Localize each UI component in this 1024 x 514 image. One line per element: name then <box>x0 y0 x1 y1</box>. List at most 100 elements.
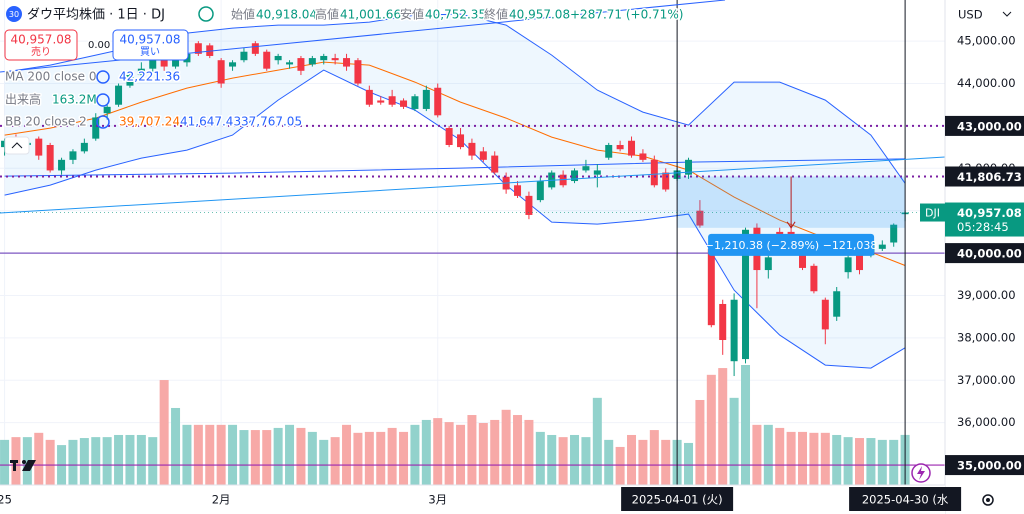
symbol-title[interactable]: ダウ平均株価 · 1日 · DJ <box>26 6 167 24</box>
candle-body <box>468 142 476 156</box>
candle-body <box>331 58 339 61</box>
volume-legend-value: 163.2M <box>52 93 97 107</box>
candle-body <box>92 117 100 139</box>
volume-bar <box>855 438 865 485</box>
price-line-label: 35,000.00 <box>957 459 1022 473</box>
trend-line[interactable] <box>0 156 946 214</box>
volume-bar <box>524 419 534 485</box>
candle-body <box>103 106 111 114</box>
candle-body <box>58 159 66 171</box>
candle-body <box>194 43 202 54</box>
candle-body <box>274 55 282 61</box>
candle-body <box>628 140 636 156</box>
volume-bar <box>535 431 545 485</box>
settings-button[interactable] <box>982 494 994 506</box>
volume-bar <box>228 424 238 485</box>
volume-bar <box>387 427 397 485</box>
ohlc-value: 41,001.66 <box>340 8 401 22</box>
volume-legend-name[interactable]: 出来高 <box>4 90 43 108</box>
price-line-label-bg <box>945 115 1024 136</box>
x-tick-label: 25 <box>0 493 12 507</box>
volume-bar <box>820 432 830 485</box>
volume-bar <box>102 437 112 485</box>
volume-bar <box>729 397 739 485</box>
candle-body <box>160 60 168 67</box>
logo[interactable] <box>10 460 36 471</box>
ohlc-value: 40,752.35 <box>425 8 486 22</box>
ohlc-label: 高値 <box>315 7 339 22</box>
candle-body <box>514 185 522 196</box>
symbol-badge[interactable] <box>6 6 22 22</box>
candle-body <box>525 195 533 215</box>
volume-bar <box>250 430 260 485</box>
spread: 0.00 <box>88 40 110 51</box>
indicator-icon[interactable] <box>96 93 110 107</box>
candle-body <box>833 291 841 317</box>
candle-body <box>46 144 54 171</box>
candle-body <box>388 96 396 105</box>
ohlc-value: 40,957.08 <box>509 8 570 22</box>
volume-bar <box>684 442 694 485</box>
volume-bar <box>649 430 659 485</box>
volume-bar <box>798 431 808 485</box>
collapse-legend-button[interactable] <box>4 136 30 155</box>
volume-bar <box>456 424 466 485</box>
candle-body <box>821 299 829 330</box>
candle-body <box>320 55 328 61</box>
change: +287.71 (+0.71%) <box>570 8 683 22</box>
volume-bar <box>79 438 89 485</box>
candle-body <box>810 265 818 292</box>
volume-bar <box>0 439 10 485</box>
volume-bar <box>307 431 317 485</box>
volume-bar <box>159 380 169 485</box>
buy-button[interactable] <box>112 29 189 61</box>
candle-body <box>172 55 180 67</box>
y-tick-label: 36,000.00 <box>957 415 1016 429</box>
candle-body <box>422 89 430 109</box>
buy-price: 40,957.08 <box>119 33 180 47</box>
volume-bar <box>467 415 477 485</box>
candle-body <box>149 60 157 69</box>
candle-body <box>742 229 750 360</box>
candle-body <box>411 96 419 109</box>
candle-body <box>251 43 259 54</box>
last-price-label: 40,957.08 <box>957 206 1022 220</box>
currency[interactable]: USD <box>958 8 983 22</box>
candle-body <box>536 181 544 201</box>
alert-icon <box>917 466 925 480</box>
bb-fill <box>4 14 906 369</box>
volume-bar <box>182 424 192 485</box>
sell-button[interactable] <box>4 29 78 61</box>
volume-bar <box>433 418 443 485</box>
volume-bar <box>490 419 500 485</box>
candle-body <box>662 172 670 190</box>
last-price-tag-bg <box>920 203 945 222</box>
volume-bar <box>615 446 625 485</box>
volume-bar <box>513 415 523 485</box>
market-status[interactable] <box>198 6 214 22</box>
indicator-icon[interactable] <box>96 115 110 129</box>
candle-body <box>69 151 77 160</box>
indicator-icon[interactable] <box>96 70 110 84</box>
bb-upper-value: 41,647.43 <box>180 115 241 129</box>
candle-body <box>297 58 305 71</box>
volume-bar <box>558 437 568 485</box>
volume-bar <box>205 424 215 485</box>
price-line-label-bg <box>945 166 1024 187</box>
volume-bar <box>34 432 44 485</box>
bb-legend-name[interactable]: BB 20 close 2 <box>4 113 89 130</box>
bb-basis-value: 39,707.24 <box>119 115 180 129</box>
candle-body <box>354 60 362 84</box>
volume-bar <box>570 434 580 485</box>
ma-legend-name[interactable]: MA 200 close 0 <box>4 68 98 85</box>
logo-part <box>22 460 36 471</box>
candle-body <box>240 51 248 61</box>
last-price-symbol: DJI <box>925 207 940 220</box>
candle-body <box>263 51 271 69</box>
volume-bar <box>330 437 340 485</box>
y-tick-label: 38,000.00 <box>957 330 1016 344</box>
currency-dropdown[interactable] <box>1002 11 1012 17</box>
candle-body <box>377 100 385 103</box>
candle-body <box>137 68 145 76</box>
